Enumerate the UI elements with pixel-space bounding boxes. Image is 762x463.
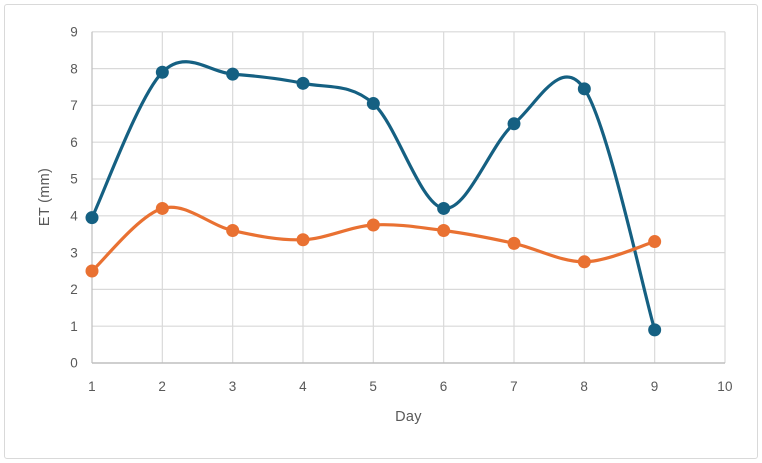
y-tick-label: 5: [70, 172, 78, 187]
x-tick-label: 8: [580, 379, 588, 394]
x-tick-label: 3: [229, 379, 237, 394]
data-point-marker-series-2-orange: [437, 224, 451, 238]
y-tick-label: 3: [70, 245, 78, 260]
y-tick-label: 1: [70, 319, 78, 334]
x-tick-label: 2: [158, 379, 166, 394]
data-point-marker-series-2-orange: [296, 233, 310, 247]
y-tick-label: 7: [70, 98, 78, 113]
data-point-marker-series-1-blue: [366, 97, 380, 111]
y-axis-title: ET (mm): [37, 167, 53, 227]
y-tick-label: 0: [70, 356, 78, 371]
x-tick-label: 9: [651, 379, 659, 394]
data-point-marker-series-1-blue: [226, 67, 240, 81]
data-point-marker-series-2-orange: [507, 236, 521, 250]
data-point-marker-series-1-blue: [437, 201, 451, 215]
data-point-marker-series-1-blue: [577, 82, 591, 96]
data-point-marker-series-2-orange: [577, 255, 591, 269]
x-tick-label: 7: [510, 379, 518, 394]
x-tick-label: 10: [717, 379, 733, 394]
x-tick-label: 1: [88, 379, 96, 394]
x-axis-title: Day: [395, 409, 422, 425]
x-tick-label: 4: [299, 379, 307, 394]
data-point-marker-series-1-blue: [648, 323, 662, 337]
data-point-marker-series-1-blue: [85, 211, 99, 225]
data-point-marker-series-1-blue: [296, 76, 310, 90]
y-tick-label: 8: [70, 61, 78, 76]
y-tick-label: 6: [70, 135, 78, 150]
data-point-marker-series-1-blue: [507, 117, 521, 131]
data-point-marker-series-2-orange: [155, 201, 169, 215]
y-tick-label: 2: [70, 282, 78, 297]
y-tick-label: 4: [70, 209, 78, 224]
data-point-marker-series-1-blue: [155, 65, 169, 79]
x-tick-label: 5: [369, 379, 377, 394]
data-point-marker-series-2-orange: [85, 264, 99, 278]
data-point-marker-series-2-orange: [226, 224, 240, 238]
y-tick-label: 9: [70, 25, 78, 40]
data-point-marker-series-2-orange: [366, 218, 380, 232]
x-tick-label: 6: [440, 379, 448, 394]
data-point-marker-series-2-orange: [648, 235, 662, 249]
